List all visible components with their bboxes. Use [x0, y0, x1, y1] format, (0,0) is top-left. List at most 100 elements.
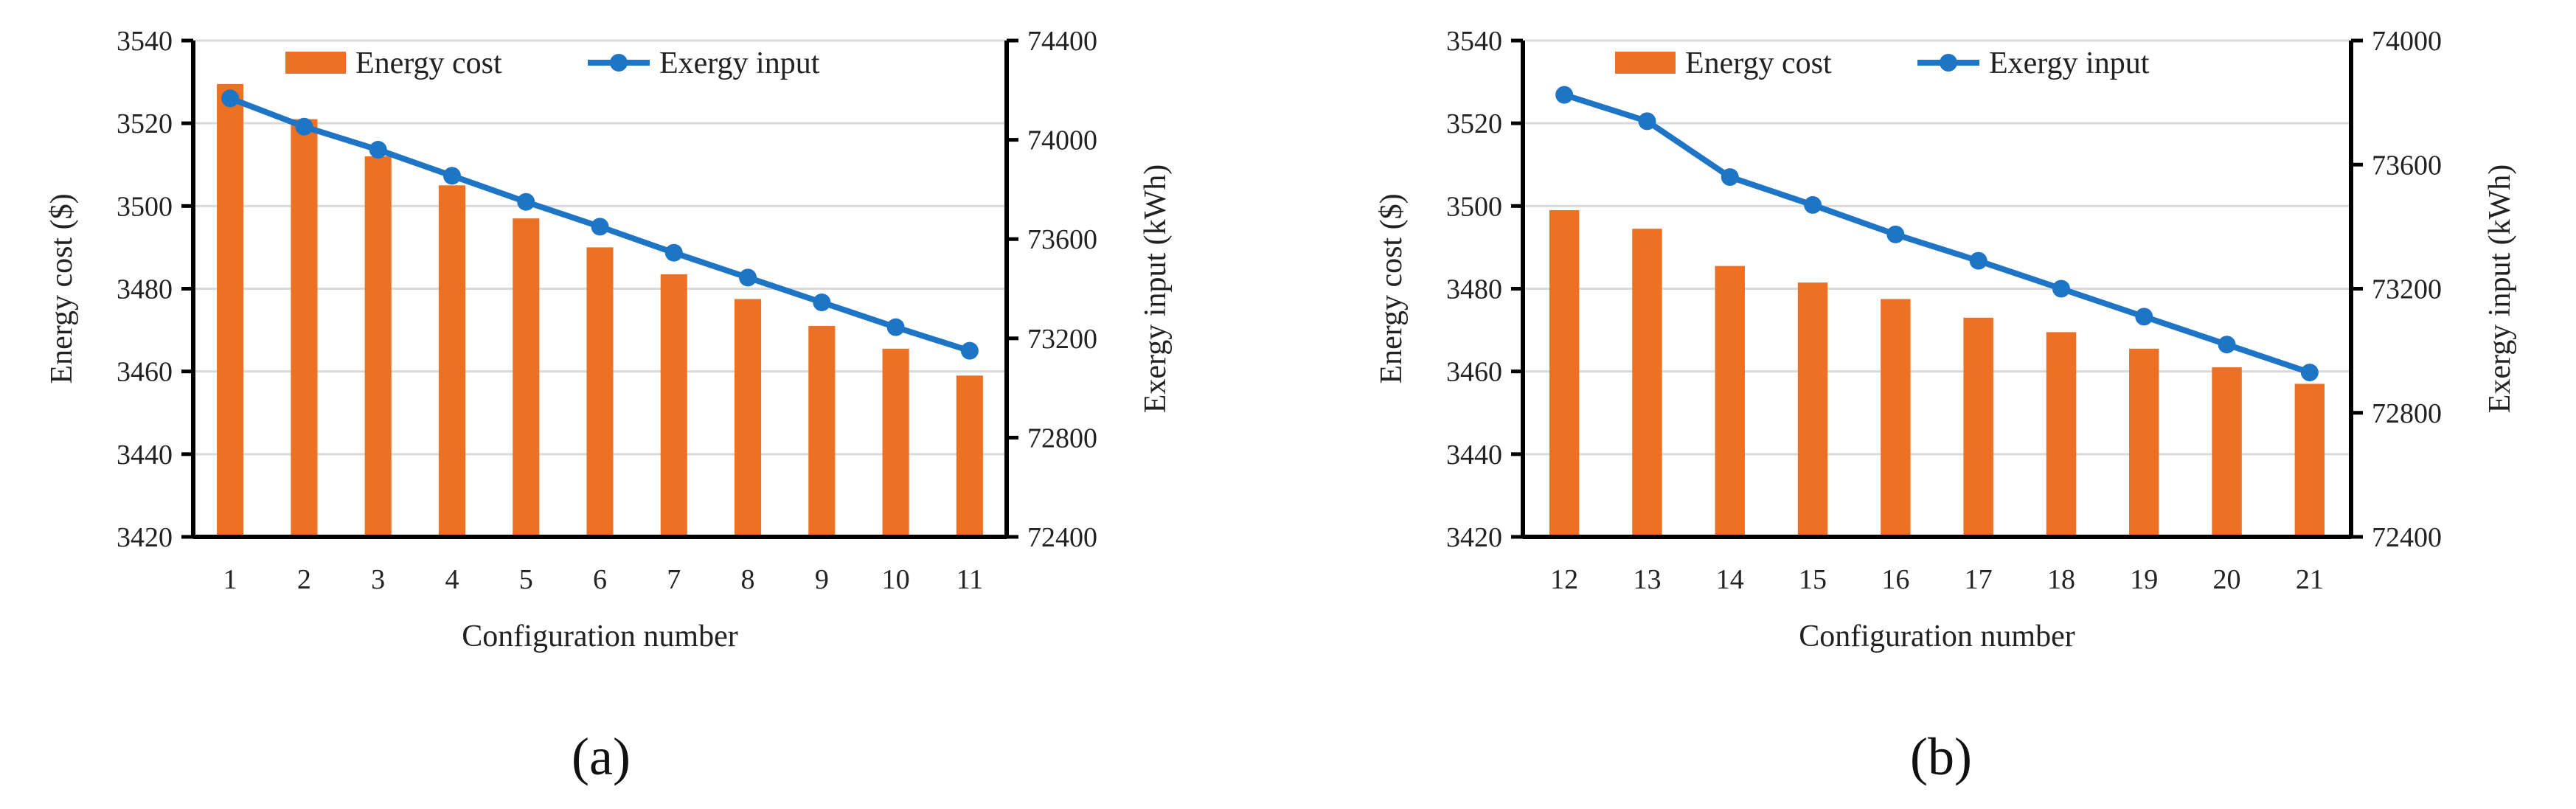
- bar-energy-cost: [2294, 383, 2325, 537]
- y2-tick-label: 73600: [1027, 224, 1097, 255]
- bar-energy-cost: [660, 274, 687, 537]
- bar-energy-cost: [1549, 209, 1580, 537]
- x-tick-label: 9: [815, 564, 829, 595]
- y-tick-label: 3500: [117, 191, 173, 222]
- y2-tick-label: 72400: [2372, 522, 2442, 553]
- bar-energy-cost: [956, 375, 983, 537]
- marker-exergy-input: [221, 89, 240, 108]
- legend-label-energy-cost: Energy cost: [355, 46, 502, 80]
- x-tick-label: 20: [2213, 564, 2241, 595]
- legend-marker-exergy-input: [610, 54, 628, 72]
- y2-tick-label: 73600: [2372, 150, 2442, 181]
- x-tick-label: 5: [519, 564, 533, 595]
- x-tick-label: 21: [2296, 564, 2324, 595]
- y-tick-label: 3440: [1446, 440, 1502, 471]
- bar-energy-cost: [2129, 348, 2159, 537]
- x-tick-label: 2: [297, 564, 311, 595]
- bar-energy-cost: [734, 299, 762, 537]
- y2-tick-label: 72800: [1027, 423, 1097, 454]
- x-tick-label: 7: [667, 564, 681, 595]
- x-tick-label: 18: [2047, 564, 2075, 595]
- y-tick-label: 3480: [1446, 274, 1502, 305]
- x-tick-label: 15: [1799, 564, 1827, 595]
- marker-exergy-input: [442, 167, 461, 185]
- bar-energy-cost: [217, 83, 244, 537]
- marker-exergy-input: [1721, 168, 1739, 187]
- y2-tick-label: 74000: [2372, 26, 2442, 57]
- marker-exergy-input: [295, 117, 313, 136]
- y-tick-label: 3460: [1446, 357, 1502, 388]
- marker-exergy-input: [2300, 364, 2319, 382]
- marker-exergy-input: [2218, 336, 2236, 354]
- marker-exergy-input: [886, 318, 905, 336]
- bar-energy-cost: [364, 156, 392, 538]
- y-tick-label: 3520: [1446, 108, 1502, 139]
- legend-label-exergy-input: Exergy input: [1989, 46, 2150, 80]
- bar-energy-cost: [438, 185, 466, 537]
- x-tick-label: 8: [741, 564, 755, 595]
- y2-axis-title: Exergy input (kWh): [1139, 164, 1173, 413]
- marker-exergy-input: [591, 218, 609, 236]
- y-tick-label: 3420: [117, 522, 173, 553]
- x-tick-label: 4: [445, 564, 459, 595]
- y2-tick-label: 74400: [1027, 26, 1097, 57]
- y-tick-label: 3460: [117, 357, 173, 388]
- bar-energy-cost: [1632, 229, 1662, 537]
- y-tick-label: 3520: [117, 108, 173, 139]
- y2-tick-label: 72400: [1027, 522, 1097, 553]
- x-tick-label: 10: [882, 564, 910, 595]
- x-tick-label: 13: [1633, 564, 1661, 595]
- bar-energy-cost: [1881, 299, 1911, 537]
- chart-panel-a: 3420344034603480350035203540724007280073…: [45, 26, 1173, 786]
- marker-exergy-input: [664, 243, 683, 262]
- marker-exergy-input: [813, 294, 831, 312]
- bar-energy-cost: [2212, 367, 2242, 537]
- y2-tick-label: 72800: [2372, 398, 2442, 429]
- legend-swatch-energy-cost: [285, 52, 346, 74]
- x-axis-title: Configuration number: [1799, 619, 2075, 653]
- marker-exergy-input: [1804, 195, 1822, 214]
- bar-energy-cost: [586, 247, 614, 537]
- marker-exergy-input: [2052, 279, 2070, 298]
- bar-energy-cost: [2046, 332, 2077, 537]
- panel-label: (b): [1910, 727, 1972, 786]
- x-tick-label: 16: [1881, 564, 1909, 595]
- x-tick-label: 17: [1965, 564, 1993, 595]
- bar-energy-cost: [1797, 282, 1828, 537]
- x-tick-label: 11: [957, 564, 984, 595]
- bar-energy-cost: [1715, 265, 1745, 537]
- bar-energy-cost: [291, 119, 318, 537]
- bar-energy-cost: [513, 218, 540, 537]
- y-axis-title: Energy cost ($): [1375, 193, 1409, 383]
- line-exergy-input: [1563, 91, 2311, 375]
- x-tick-label: 19: [2130, 564, 2158, 595]
- y-tick-label: 3540: [117, 26, 173, 57]
- legend-marker-exergy-input: [1940, 54, 1957, 72]
- y-tick-label: 3500: [1446, 191, 1502, 222]
- bar-energy-cost: [808, 325, 836, 537]
- bar-energy-cost: [1963, 317, 1993, 537]
- x-tick-label: 6: [593, 564, 607, 595]
- y2-tick-label: 73200: [2372, 274, 2442, 305]
- legend-label-energy-cost: Energy cost: [1685, 46, 1832, 80]
- y2-tick-label: 74000: [1027, 125, 1097, 156]
- y2-axis-title: Exergy input (kWh): [2483, 164, 2517, 413]
- marker-exergy-input: [517, 192, 535, 211]
- x-tick-label: 14: [1716, 564, 1744, 595]
- y-tick-label: 3480: [117, 274, 173, 305]
- y-tick-label: 3440: [117, 440, 173, 471]
- legend-label-exergy-input: Exergy input: [659, 46, 820, 80]
- marker-exergy-input: [1969, 251, 1987, 270]
- marker-exergy-input: [369, 141, 387, 159]
- y-tick-label: 3420: [1446, 522, 1502, 553]
- marker-exergy-input: [2135, 308, 2153, 326]
- x-tick-label: 3: [371, 564, 385, 595]
- y-axis-title: Energy cost ($): [45, 193, 79, 383]
- marker-exergy-input: [1555, 86, 1574, 104]
- x-axis-title: Configuration number: [462, 619, 737, 653]
- legend-swatch-energy-cost: [1615, 52, 1676, 74]
- bar-energy-cost: [882, 348, 909, 537]
- marker-exergy-input: [1886, 225, 1905, 243]
- y2-tick-label: 73200: [1027, 324, 1097, 355]
